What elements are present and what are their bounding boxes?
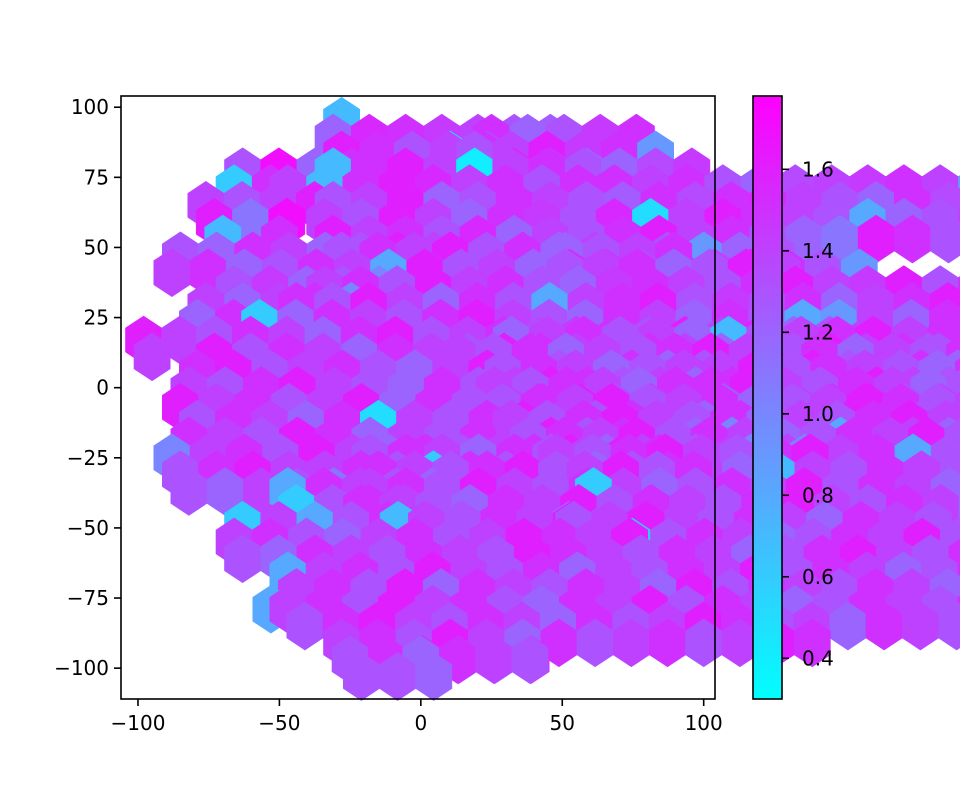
hexbin-cell [511,635,549,685]
hexbin-cell [133,332,171,382]
x-tick-label: 50 [550,711,575,735]
x-tick-label: 0 [414,711,427,735]
colorbar-tick-label: 1.2 [802,320,834,344]
colorbar-tick-label: 0.6 [802,565,834,589]
x-tick-label: −100 [111,711,166,735]
colorbar-axis: 0.4 0.6 0.8 1.0 1.2 1.4 1.6 [782,157,834,670]
y-tick-label: −50 [67,516,109,540]
y-tick-label: 75 [84,165,109,189]
hexbin-cell [793,618,831,668]
y-tick-label: −25 [67,446,109,470]
colorbar-tick-label: 0.8 [802,483,834,507]
colorbar-frame [752,95,783,700]
hexbin-cell [930,214,960,264]
y-axis: 100 75 50 25 0 −25 −50 −75 −100 [54,95,121,680]
colorbar-tick-label: 0.4 [802,646,834,670]
y-tick-label: 0 [96,376,109,400]
colorbar-tick-label: 1.6 [802,157,834,181]
colorbar [753,96,782,699]
colorbar-tick-label: 1.4 [802,239,834,263]
y-tick-label: −75 [67,586,109,610]
plot-area-frame [120,95,716,700]
y-tick-label: −100 [54,656,109,680]
x-tick-label: −50 [258,711,300,735]
hexbin-cell [415,652,453,701]
x-axis: −100 −50 0 50 100 [111,699,723,735]
y-tick-label: 50 [84,235,109,259]
y-tick-label: 100 [71,95,109,119]
hexbin-cells [125,96,960,701]
x-tick-label: 100 [685,711,723,735]
hexbin-cell [938,601,960,651]
colorbar-tick-label: 1.0 [802,402,834,426]
y-tick-label: 25 [84,306,109,330]
